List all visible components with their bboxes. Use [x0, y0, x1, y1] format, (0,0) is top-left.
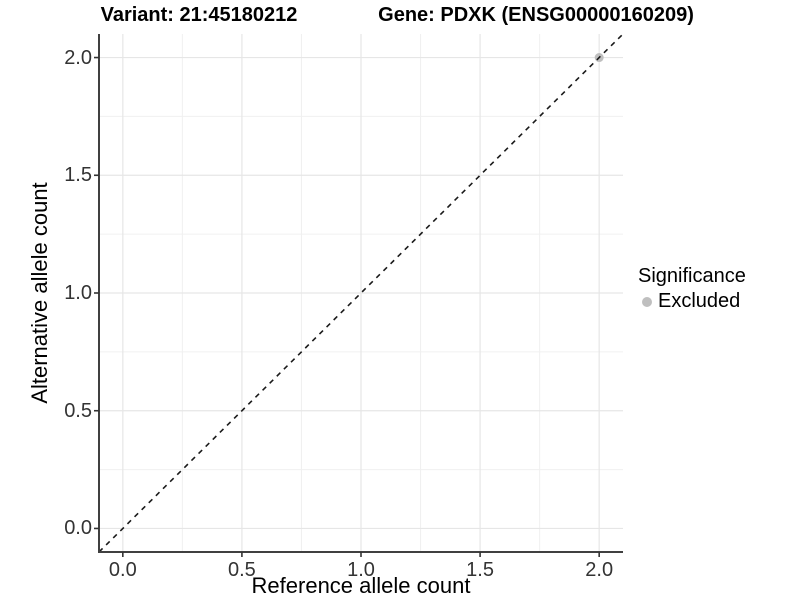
x-tick-label: 1.0	[347, 559, 375, 581]
x-tick-label: 0.0	[108, 559, 137, 581]
legend-item-excluded: Excluded	[638, 290, 746, 313]
legend: Significance Excluded	[638, 264, 746, 313]
legend-item-label: Excluded	[658, 290, 741, 312]
x-axis-title: Reference allele count	[251, 573, 471, 598]
y-tick-label: 2.0	[64, 46, 92, 69]
legend-title: Significance	[638, 265, 746, 287]
y-axis-title: Alternative allele count	[27, 182, 52, 404]
legend-key-dot-icon	[642, 296, 652, 307]
x-tick-label: 1.5	[466, 559, 494, 581]
y-tick-label: 1.5	[64, 164, 92, 187]
plot-title-variant: Variant: 21:45180212	[100, 4, 298, 26]
x-tick-label: 0.5	[228, 559, 256, 581]
y-tick-label: 1.0	[64, 282, 92, 304]
plot-title-gene: Gene: PDXK (ENSG00000160209)	[378, 4, 694, 26]
identity-dashed-line	[98, 33, 624, 553]
x-tick-label: 2.0	[585, 559, 614, 581]
y-tick-label: 0.0	[64, 517, 92, 540]
y-tick-label: 0.5	[64, 399, 92, 422]
